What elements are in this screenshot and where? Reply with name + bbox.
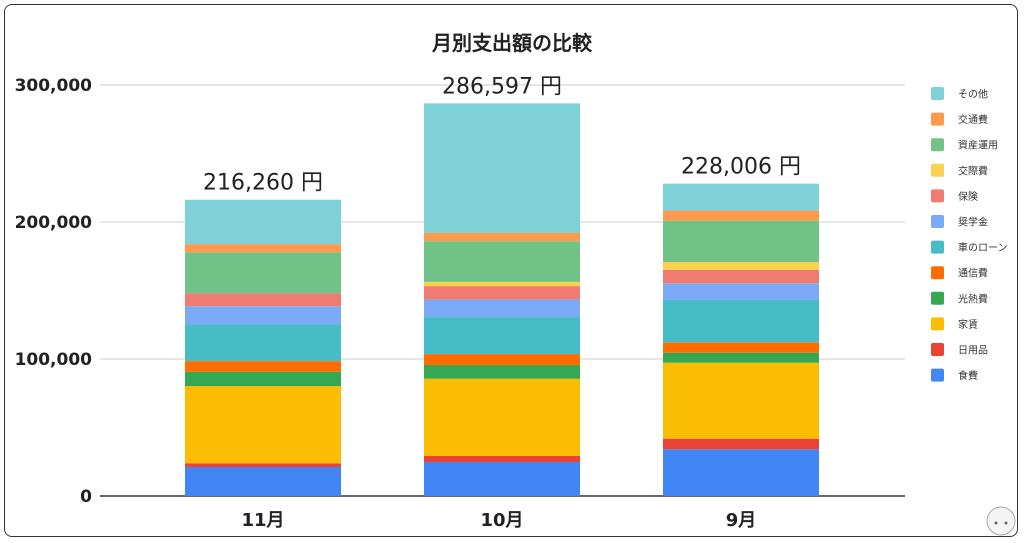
legend-label: 日用品 — [958, 345, 988, 357]
legend-item[interactable]: 車のローン — [931, 240, 1008, 255]
bar-segment[interactable] — [663, 220, 819, 263]
x-tick-label: 9月 — [726, 510, 757, 531]
x-tick-label: 11月 — [241, 510, 284, 531]
y-tick-label: 300,000 — [15, 76, 93, 96]
bar-segment[interactable] — [663, 342, 819, 353]
watermark-logo — [986, 506, 1016, 536]
legend-item[interactable]: 光熱費 — [931, 291, 988, 306]
legend-item[interactable]: 食費 — [931, 368, 978, 383]
bar-segment[interactable] — [663, 438, 819, 450]
legend-item[interactable]: 資産運用 — [931, 138, 998, 152]
bar-segment[interactable] — [424, 232, 580, 242]
legend-swatch — [931, 138, 944, 152]
bar-segment[interactable] — [663, 262, 819, 270]
legend-swatch — [931, 291, 944, 305]
total-label: 228,006 円 — [681, 155, 801, 180]
bar-segment[interactable] — [424, 286, 580, 300]
total-label: 216,260 円 — [203, 171, 323, 196]
bar-segment[interactable] — [185, 386, 341, 464]
legend-label: 食費 — [958, 369, 978, 382]
bar-segment[interactable] — [424, 317, 580, 355]
y-tick-label: 200,000 — [15, 213, 93, 233]
bar-segment[interactable] — [663, 362, 819, 439]
legend-item[interactable]: 家賃 — [931, 317, 978, 331]
legend-label: その他 — [958, 88, 988, 101]
bar-segment[interactable] — [663, 449, 819, 496]
bar-segment[interactable] — [663, 283, 819, 300]
x-tick-label: 10月 — [480, 510, 523, 531]
y-tick-label: 100,000 — [15, 350, 93, 370]
bar-segment[interactable] — [663, 352, 819, 363]
legend-swatch — [931, 215, 944, 228]
legend-item[interactable]: 通信費 — [931, 266, 988, 280]
bar-segment[interactable] — [663, 269, 819, 284]
bar-segment[interactable] — [185, 252, 341, 294]
bar-segment[interactable] — [663, 183, 819, 211]
y-tick-label: 0 — [80, 487, 92, 507]
legend-swatch — [931, 163, 944, 177]
bar-segment[interactable] — [663, 299, 819, 343]
total-label: 286,597 円 — [442, 74, 562, 99]
legend-label: 家賃 — [958, 318, 978, 331]
legend-label: 交通費 — [958, 113, 988, 126]
legend-label: 通信費 — [958, 267, 988, 280]
legend-item[interactable]: 保険 — [931, 189, 978, 203]
bar-segment[interactable] — [185, 361, 341, 372]
bar-segment[interactable] — [185, 463, 341, 467]
bar-segment[interactable] — [185, 199, 341, 245]
legend-label: 奨学金 — [958, 216, 988, 229]
legend-item[interactable]: その他 — [931, 87, 988, 101]
bar-segment[interactable] — [185, 466, 341, 496]
legend-label: 資産運用 — [958, 139, 998, 152]
bar-segment[interactable] — [424, 281, 580, 287]
bar-segment[interactable] — [424, 378, 580, 456]
legend-swatch — [931, 87, 944, 100]
legend-item[interactable]: 交際費 — [931, 163, 988, 178]
bar-segment[interactable] — [663, 210, 819, 221]
bar-segment[interactable] — [424, 462, 580, 496]
legend-swatch — [931, 317, 944, 331]
legend-swatch — [931, 343, 944, 356]
legend-item[interactable]: 日用品 — [931, 343, 988, 357]
legend-item[interactable]: 奨学金 — [931, 215, 988, 229]
legend-swatch — [931, 368, 944, 382]
legend-swatch — [931, 266, 944, 280]
bar-segment[interactable] — [424, 241, 580, 282]
bar-segment[interactable] — [185, 371, 341, 387]
legend-item[interactable]: 交通費 — [931, 112, 988, 127]
bar-segment[interactable] — [185, 293, 341, 307]
chart-title: 月別支出額の比較 — [431, 31, 593, 55]
bar-segment[interactable] — [185, 306, 341, 325]
legend-label: 交際費 — [958, 164, 988, 177]
bar-segment[interactable] — [185, 324, 341, 362]
legend-swatch — [931, 189, 944, 203]
legend-label: 車のローン — [958, 241, 1008, 254]
legend-swatch — [931, 240, 944, 254]
chart-frame — [4, 4, 1018, 537]
bar-segment[interactable] — [424, 455, 580, 463]
bar-segment[interactable] — [424, 299, 580, 318]
bar-segment[interactable] — [424, 365, 580, 379]
bar-segment[interactable] — [424, 354, 580, 366]
bar-segment[interactable] — [424, 103, 580, 233]
legend-label: 光熱費 — [958, 292, 988, 305]
legend-swatch — [931, 112, 944, 126]
bar-segment[interactable] — [185, 244, 341, 253]
legend-label: 保険 — [958, 190, 978, 203]
